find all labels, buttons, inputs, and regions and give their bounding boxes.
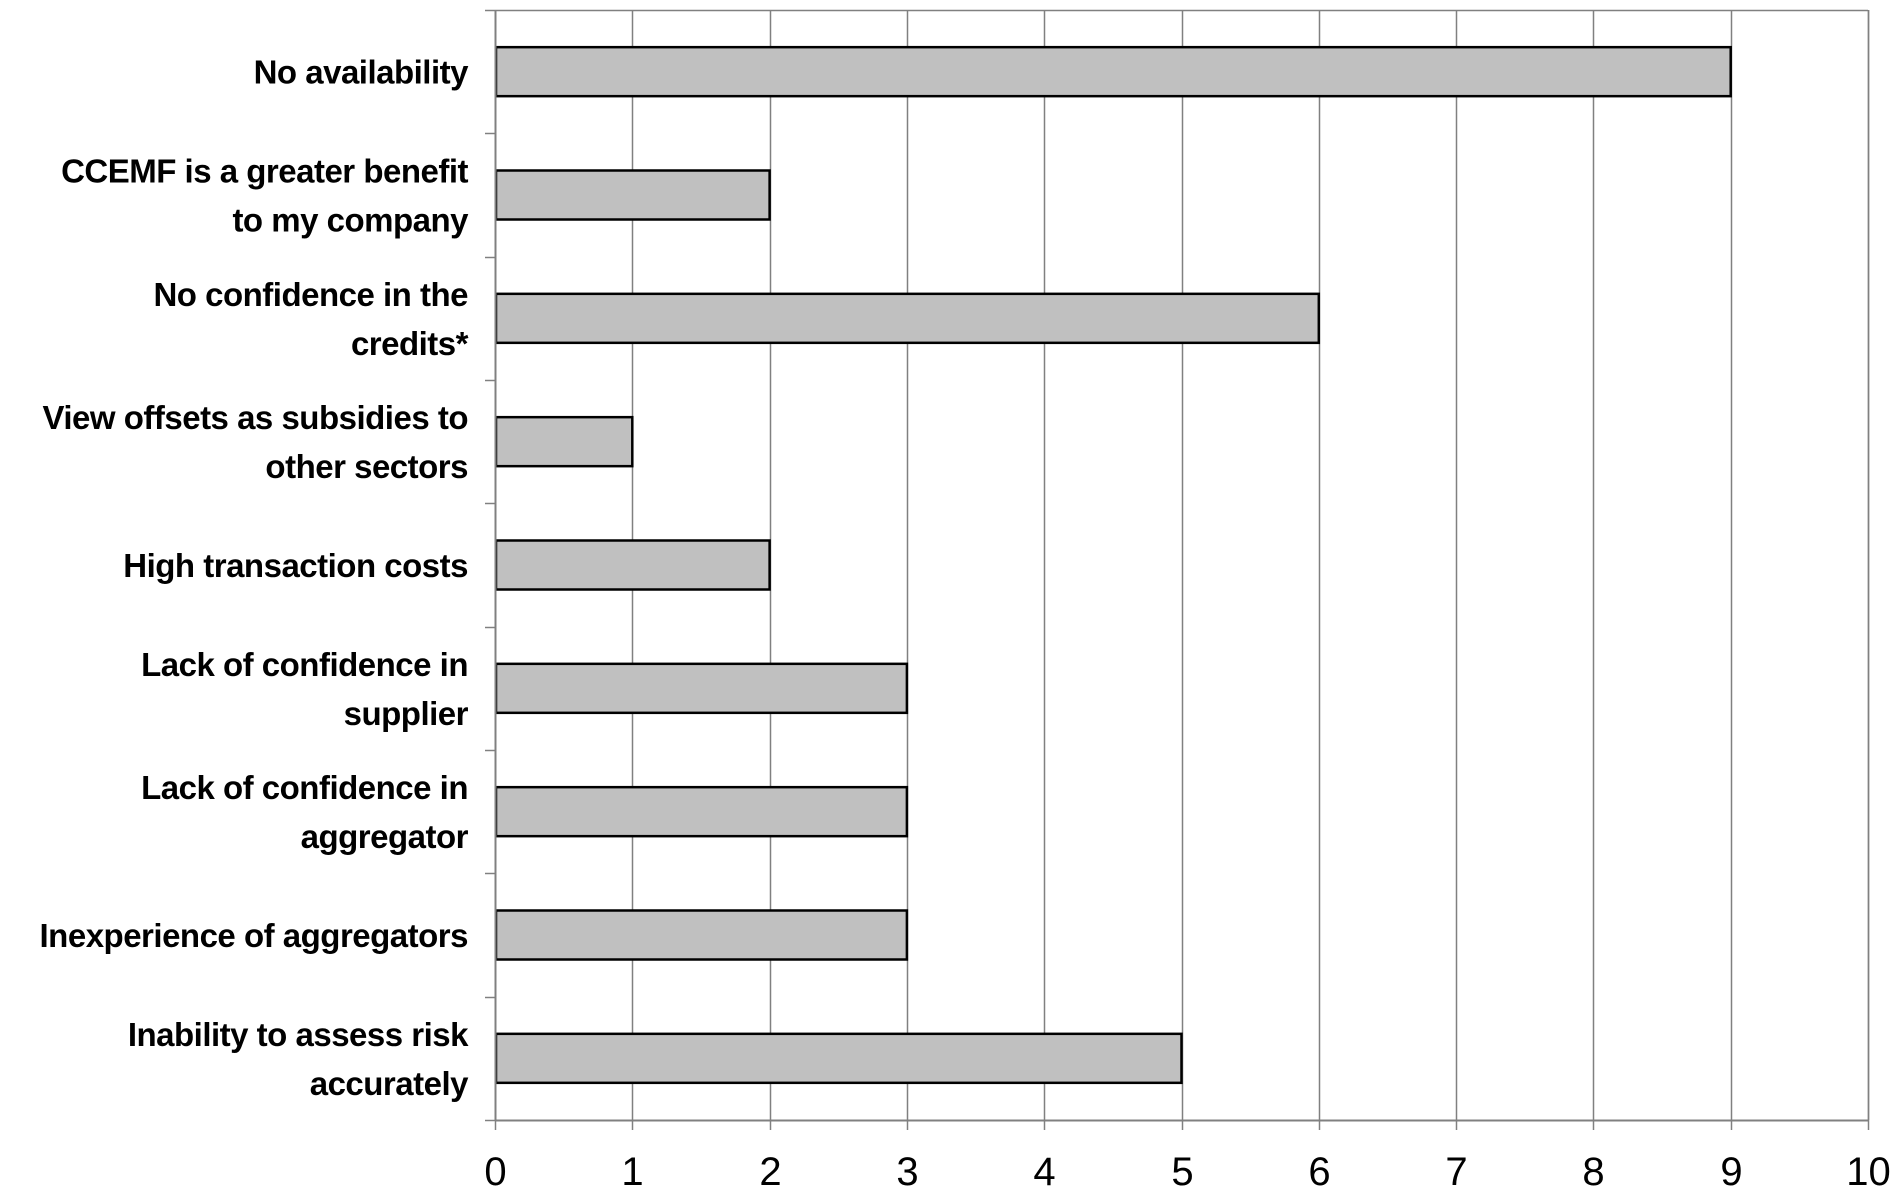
x-tick-label: 5 [1171, 1150, 1193, 1194]
bar [494, 169, 771, 221]
x-tick-label: 8 [1582, 1150, 1604, 1194]
bar [494, 785, 909, 838]
bar [494, 909, 909, 961]
bar [494, 415, 634, 468]
x-tick-label: 7 [1445, 1150, 1467, 1194]
category-label: Lack of confidence in [141, 769, 468, 806]
x-tick-label: 6 [1308, 1150, 1330, 1194]
category-label: CCEMF is a greater benefit [61, 153, 468, 190]
bars [494, 45, 1732, 1085]
category-label: No confidence in the [153, 276, 468, 313]
bar [494, 292, 1321, 345]
category-label: Lack of confidence in [141, 646, 468, 683]
category-label: supplier [344, 695, 469, 732]
category-label: High transaction costs [123, 547, 468, 584]
bar [494, 662, 909, 715]
category-label: other sectors [265, 448, 468, 485]
x-tick-label: 0 [484, 1150, 506, 1194]
x-tick-label: 2 [759, 1150, 781, 1194]
x-tick-label: 10 [1846, 1150, 1891, 1194]
category-label: Inexperience of aggregators [40, 917, 468, 954]
bar [494, 45, 1732, 98]
category-label: to my company [232, 202, 469, 239]
category-label: aggregator [301, 818, 469, 855]
category-label: accurately [310, 1065, 469, 1102]
category-label: credits* [351, 325, 469, 362]
x-tick-label: 3 [896, 1150, 918, 1194]
axes [485, 9, 1870, 1130]
category-label: No availability [254, 54, 470, 91]
category-labels: No availability CCEMF is a greater benefi… [40, 54, 470, 1102]
bar [494, 1032, 1183, 1085]
category-label: View offsets as subsidies to [42, 399, 468, 436]
bar [494, 539, 771, 591]
category-label: Inability to assess risk [128, 1016, 469, 1053]
x-tick-label: 9 [1720, 1150, 1742, 1194]
x-tick-label: 1 [621, 1150, 643, 1194]
x-tick-labels: 0 1 2 3 4 5 6 7 8 9 10 [484, 1150, 1890, 1194]
x-tick-label: 4 [1033, 1150, 1055, 1194]
